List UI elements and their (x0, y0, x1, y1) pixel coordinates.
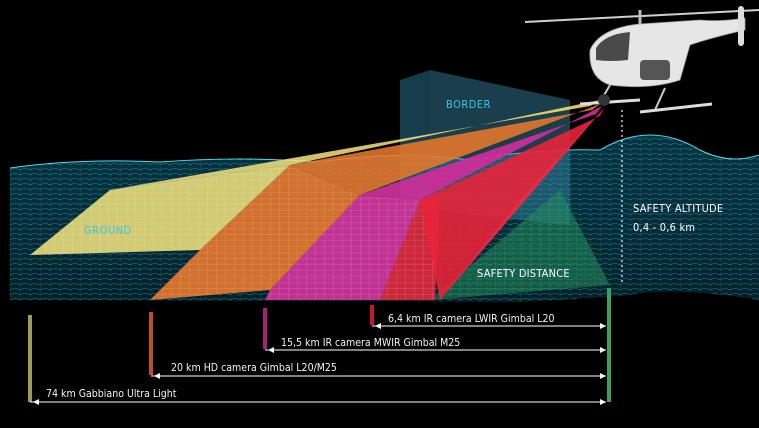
beam-magenta (360, 106, 602, 200)
range-label-lwir: 6,4 km IR camera LWIR Gimbal L20 (388, 313, 555, 325)
safety-distance-label: SAFETY DISTANCE (477, 267, 570, 280)
range-label-mwir: 15,5 km IR camera MWIR Gimbal M25 (281, 337, 461, 349)
beam-red-cone (440, 108, 604, 300)
range-label-hd: 20 km HD camera Gimbal L20/M25 (171, 362, 337, 374)
beam-orange (290, 104, 600, 195)
beam-red (420, 108, 604, 300)
ground-label: GROUND (84, 224, 132, 237)
safety-altitude-value: 0,4 - 0,6 km (633, 221, 696, 234)
sensor-footprints (30, 165, 440, 300)
border-label: BORDER (446, 98, 492, 111)
sensor-beams (110, 100, 604, 300)
helicopter-icon (524, 6, 759, 114)
range-brackets (28, 288, 611, 405)
range-label-gabbiano: 74 km Gabbiano Ultra Light (46, 388, 177, 400)
safety-altitude-label: SAFETY ALTITUDE (633, 202, 724, 215)
